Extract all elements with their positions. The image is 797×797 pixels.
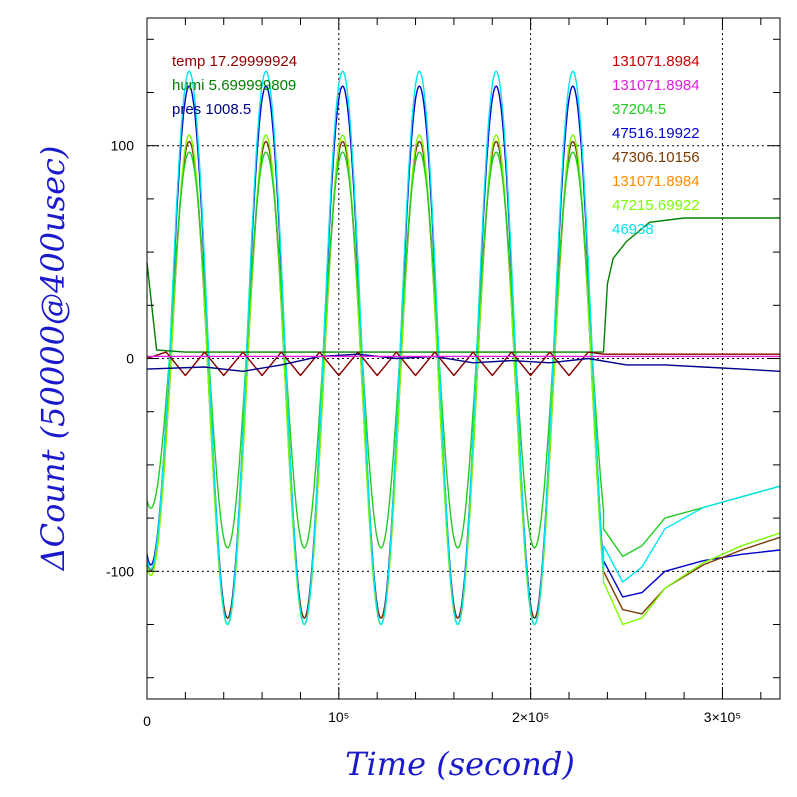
legend-right-entry: 131071.8984 — [612, 77, 700, 94]
series-line — [146, 217, 780, 353]
legend-right-entry: 47215.69922 — [612, 197, 700, 214]
axis-ticks: 0 10⁵ 2×10⁵ 3×10⁵ 100 0 -100 — [106, 18, 780, 729]
series-line — [146, 70, 781, 626]
y-tick-label: 100 — [111, 138, 135, 154]
legend-right-entry: 37204.5 — [612, 101, 666, 118]
legend-left-entry: pres 1008.5 — [172, 101, 251, 118]
legend-right-entry: 131071.8984 — [612, 173, 700, 190]
legend: temp 17.29999924 humi 5.699999809 pres 100… — [172, 53, 700, 238]
legend-right-entry: 47516.19922 — [612, 125, 700, 142]
grid — [147, 18, 780, 699]
x-tick-label: 10⁵ — [328, 709, 349, 725]
x-axis-title: Time (second) — [345, 745, 575, 783]
x-tick-label: 2×10⁵ — [512, 709, 549, 725]
x-tick-label: 0 — [143, 713, 151, 729]
y-tick-label: -100 — [106, 563, 134, 579]
series-line — [146, 140, 781, 619]
series-line — [146, 151, 781, 558]
y-axis-title: ΔCount (50000@400usec) — [34, 146, 72, 573]
legend-left-entry: humi 5.699999809 — [172, 77, 296, 94]
y-tick-label: 0 — [126, 351, 134, 367]
legend-left-entry: temp 17.29999924 — [172, 53, 297, 70]
legend-right-entry: 46938 — [612, 221, 654, 238]
series-line — [146, 353, 781, 372]
legend-right-entry: 47306.10156 — [612, 149, 700, 166]
x-tick-label: 3×10⁵ — [704, 709, 741, 725]
legend-right-entry: 131071.8984 — [612, 53, 700, 70]
series-group — [146, 70, 781, 626]
